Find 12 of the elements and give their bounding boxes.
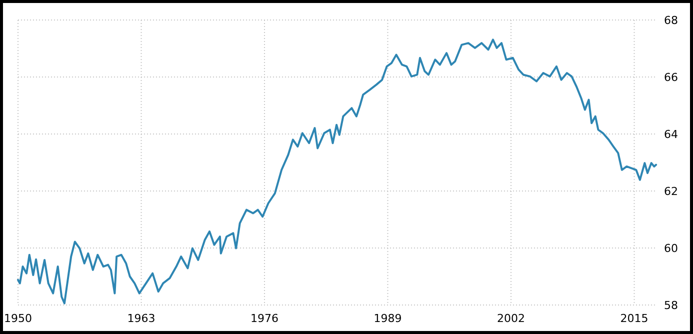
x-tick-label: 2002 [496, 312, 525, 325]
y-tick-label: 58 [664, 299, 678, 312]
x-tick-label: 1950 [4, 312, 32, 325]
x-tick-label: 2015 [620, 312, 648, 325]
y-tick-label: 60 [664, 242, 678, 255]
y-tick-label: 62 [664, 185, 678, 198]
y-tick-label: 66 [664, 71, 678, 84]
x-tick-label: 1963 [127, 312, 156, 325]
x-tick-label: 1976 [250, 312, 278, 325]
y-tick-label: 64 [664, 128, 678, 141]
y-tick-label: 68 [664, 14, 678, 27]
x-tick-label: 1989 [374, 312, 402, 325]
